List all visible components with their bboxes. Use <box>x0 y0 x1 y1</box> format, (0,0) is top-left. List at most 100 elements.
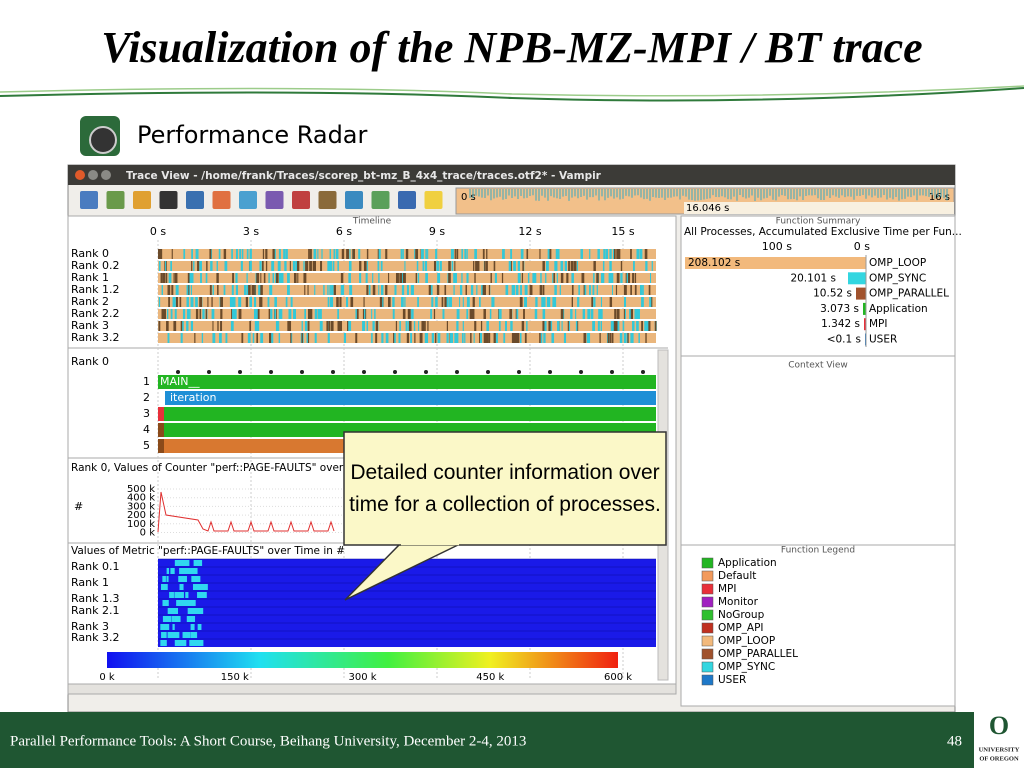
toolbar-button[interactable] <box>186 191 204 209</box>
trace-event <box>459 297 461 307</box>
trace-event <box>600 309 603 319</box>
metric-hot <box>167 608 175 614</box>
toolbar-button[interactable] <box>345 191 363 209</box>
toolbar-button[interactable] <box>398 191 416 209</box>
level-start <box>158 439 164 453</box>
metric-hot <box>187 600 196 606</box>
trace-event <box>417 273 420 283</box>
trace-event <box>620 333 623 343</box>
toolbar-button[interactable] <box>106 191 125 209</box>
toolbar-button[interactable] <box>239 191 257 209</box>
trace-event <box>285 249 288 259</box>
metric-hot <box>170 568 175 574</box>
trace-event <box>534 309 538 319</box>
trace-event <box>442 309 445 319</box>
trace-event <box>319 309 322 319</box>
metric-hot <box>193 560 203 566</box>
toolbar-button[interactable] <box>292 191 310 209</box>
trace-event <box>623 309 625 319</box>
pane-header: Context View <box>788 361 847 371</box>
trace-event <box>445 297 449 307</box>
trace-event <box>451 261 454 271</box>
trace-event <box>488 285 491 295</box>
toolbar-button[interactable] <box>133 191 151 209</box>
trace-event <box>523 309 525 319</box>
minimize-button[interactable] <box>88 170 98 180</box>
trace-event <box>630 333 634 343</box>
trace-event <box>529 285 533 295</box>
summary-time: 208.102 s <box>688 257 740 269</box>
toolbar-button[interactable] <box>212 191 231 209</box>
trace-event <box>290 297 293 307</box>
trace-event <box>456 333 459 343</box>
toolbar-button[interactable] <box>318 191 337 209</box>
metric-hot <box>177 592 183 598</box>
metric-hot <box>194 640 204 646</box>
trace-event <box>521 273 524 283</box>
trace-event <box>482 249 485 259</box>
trace-event <box>351 297 354 307</box>
trace-event <box>548 321 552 331</box>
toolbar-button[interactable] <box>80 191 98 209</box>
counter-tick: 100 k <box>127 519 155 530</box>
trace-event <box>494 273 497 283</box>
legend-swatch <box>701 674 714 686</box>
trace-event <box>211 309 215 319</box>
trace-event <box>249 321 252 331</box>
trace-event <box>163 273 166 283</box>
metric-hot <box>186 568 197 574</box>
trace-event <box>190 285 192 295</box>
metric-hot <box>193 568 198 574</box>
trace-event <box>186 297 189 307</box>
trace-event <box>580 249 583 259</box>
trace-event <box>235 285 239 295</box>
trace-event <box>446 321 448 331</box>
trace-event <box>555 249 559 259</box>
close-button[interactable] <box>75 170 85 180</box>
toolbar-button[interactable] <box>265 191 284 209</box>
trace-event <box>170 261 173 271</box>
maximize-button[interactable] <box>101 170 111 180</box>
trace-event <box>609 249 612 259</box>
toolbar-button[interactable] <box>424 191 443 209</box>
toolbar-button[interactable] <box>159 191 178 209</box>
trace-event <box>285 297 288 307</box>
metric-hot <box>195 608 204 614</box>
trace-event <box>587 309 591 319</box>
trace-event <box>231 249 233 259</box>
trace-event <box>559 285 561 295</box>
toolbar-button[interactable] <box>371 191 390 209</box>
trace-event <box>355 309 357 319</box>
trace-event <box>483 285 486 295</box>
trace-event <box>212 321 214 331</box>
trace-event <box>607 333 610 343</box>
counter-tick: 400 k <box>127 493 155 504</box>
trace-event <box>320 261 323 271</box>
rank-label: Rank 1.2 <box>71 283 119 296</box>
trace-event <box>470 285 474 295</box>
trace-event <box>626 273 628 283</box>
metric-hot <box>174 616 181 622</box>
trace-event <box>216 273 219 283</box>
trace-event <box>581 273 585 283</box>
trace-event <box>387 333 389 343</box>
trace-event <box>246 285 249 295</box>
legend-label: OMP_LOOP <box>718 635 775 647</box>
legend-swatch <box>701 661 714 673</box>
trace-event <box>514 333 517 343</box>
trace-event <box>430 309 433 319</box>
page-number: 48 <box>947 733 962 749</box>
legend-label: NoGroup <box>718 609 765 621</box>
metric-hot <box>162 616 170 622</box>
metric-hot <box>199 584 208 590</box>
trace-event <box>618 249 621 259</box>
trace-event <box>533 273 537 283</box>
trace-event <box>542 321 545 331</box>
pane-header: Timeline <box>352 217 392 227</box>
trace-event <box>342 249 345 259</box>
metric-rank: Rank 1 <box>71 576 109 589</box>
scrollbar[interactable] <box>67 683 677 695</box>
trace-event <box>392 309 395 319</box>
trace-event <box>399 273 403 283</box>
trace-event <box>241 249 244 259</box>
